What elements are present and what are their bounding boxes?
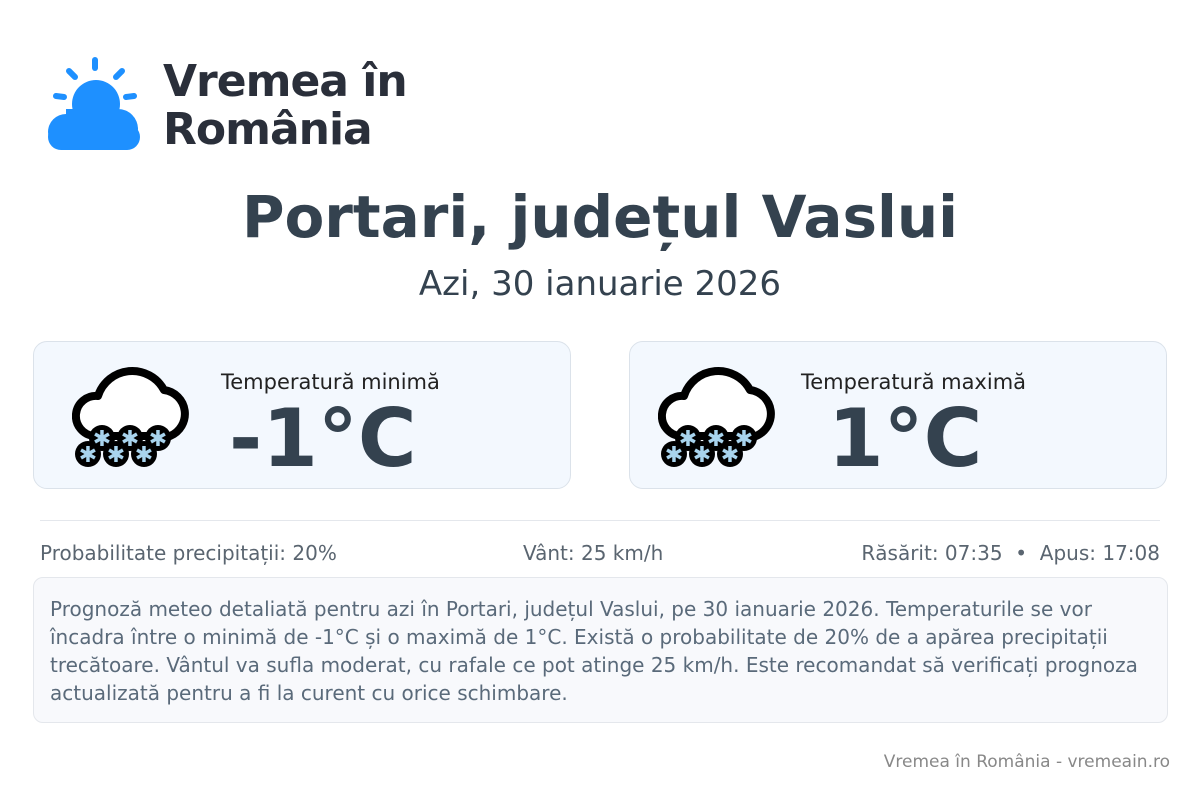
snow-cloud-icon: ✱ ✱ ✱ ✱ ✱ ✱ [657,358,784,474]
svg-text:✱: ✱ [735,427,753,452]
wind-info: Vânt: 25 km/h [523,541,664,565]
svg-text:✱: ✱ [121,427,139,452]
forecast-description: Prognoză meteo detaliată pentru azi în P… [33,577,1168,723]
svg-text:✱: ✱ [93,427,111,452]
sunrise-sunset-info: Răsărit: 07:35 • Apus: 17:08 [861,541,1160,565]
brand-line2: România [163,104,373,155]
min-temperature-value: -1°C [229,392,417,485]
svg-text:✱: ✱ [707,427,725,452]
card-label: Temperatură minimă [221,370,440,394]
min-temperature-card: ✱ ✱ ✱ ✱ ✱ ✱ Temperatură minimă -1°C [33,341,571,489]
sun-cloud-logo-icon [48,57,140,150]
svg-text:✱: ✱ [107,443,125,468]
page-date: Azi, 30 ianuarie 2026 [418,264,782,304]
svg-text:✱: ✱ [135,443,153,468]
snow-cloud-icon: ✱ ✱ ✱ ✱ ✱ ✱ [71,358,198,474]
brand-line1: Vremea în [163,56,408,107]
svg-text:✱: ✱ [693,443,711,468]
max-temperature-card: ✱ ✱ ✱ ✱ ✱ ✱ Temperatură maximă 1°C [629,341,1167,489]
svg-text:✱: ✱ [149,427,167,452]
max-temperature-value: 1°C [828,392,983,485]
logo[interactable]: Vremea în România [36,54,408,154]
svg-text:✱: ✱ [679,427,697,452]
divider [40,520,1160,521]
svg-text:✱: ✱ [665,443,683,468]
footer-credit[interactable]: Vremea în România - vremeain.ro [883,752,1170,772]
precipitation-info: Probabilitate precipitații: 20% [40,541,337,565]
card-label: Temperatură maximă [801,370,1027,394]
page-title: Portari, județul Vaslui [241,183,959,251]
svg-text:✱: ✱ [79,443,97,468]
svg-text:✱: ✱ [721,443,739,468]
brand-name: Vremea în România [163,56,408,155]
